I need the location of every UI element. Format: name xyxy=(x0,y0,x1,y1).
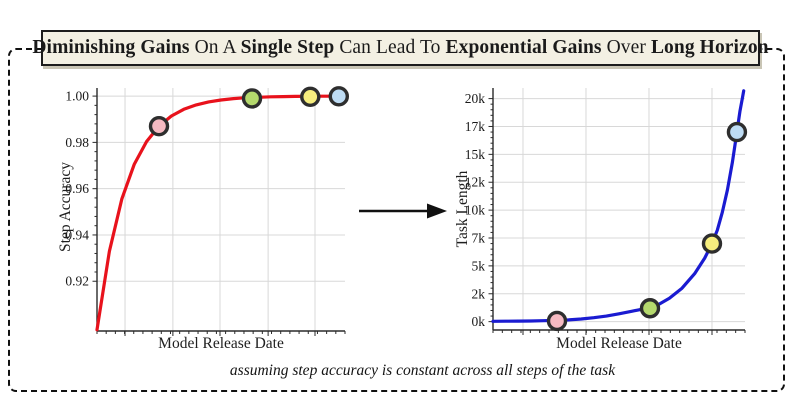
y-tick-label: 10k xyxy=(465,203,486,218)
model-data-point xyxy=(701,233,723,254)
right-y-axis-label: Task Length xyxy=(454,170,471,248)
tick-marks xyxy=(488,98,746,335)
model-data-point xyxy=(639,298,661,319)
title-segment: Exponential Gains xyxy=(445,37,602,58)
model-data-point xyxy=(546,310,568,332)
y-tick-label: 20k xyxy=(465,91,486,106)
left-x-axis-label: Model Release Date xyxy=(158,335,284,352)
y-tick-label: 2k xyxy=(472,286,486,301)
trend-curve xyxy=(95,94,347,332)
y-tick-label: 0.96 xyxy=(65,181,89,196)
figure-caption: assuming step accuracy is constant acros… xyxy=(0,362,793,380)
axes xyxy=(96,88,345,332)
y-tick-label: 17k xyxy=(465,119,486,134)
title-segment: Single Step xyxy=(240,37,335,58)
model-data-point xyxy=(148,115,170,137)
title-segment: Diminishing Gains xyxy=(32,37,190,58)
trend-curve xyxy=(491,89,746,323)
model-data-point xyxy=(300,86,321,107)
title-segment: Long Horizon xyxy=(650,37,769,58)
grid-lines xyxy=(493,88,745,330)
y-tick-label: 0.94 xyxy=(65,227,89,242)
y-tick-label: 7k xyxy=(472,230,486,245)
y-tick-labels: 0.92 0.94 0.96 0.98 1.00 xyxy=(65,89,89,289)
axes xyxy=(492,88,745,331)
y-tick-labels: 0k 2k 5k 7k 10k 12k 15k 17k 20k xyxy=(465,91,486,329)
y-tick-label: 0.98 xyxy=(65,135,89,150)
right-x-axis-label: Model Release Date xyxy=(556,335,682,352)
title-banner: Diminishing Gains On A Single Step Can L… xyxy=(32,30,769,66)
title-segment: On A xyxy=(189,37,241,58)
caption-text: assuming step accuracy is constant acros… xyxy=(229,362,616,379)
step-accuracy-chart: 0.92 0.94 0.96 0.98 1.00 xyxy=(65,86,349,336)
grid-lines xyxy=(97,88,345,331)
model-data-point xyxy=(726,121,748,143)
left-y-axis-label: Step Accuracy xyxy=(57,162,74,252)
model-data-point xyxy=(241,88,263,109)
title-segment: Can Lead To xyxy=(334,37,446,58)
y-tick-label: 1.00 xyxy=(65,89,89,104)
task-length-chart: 0k 2k 5k 7k 10k 12k 15k 17k 20k xyxy=(465,88,748,335)
y-tick-label: 5k xyxy=(472,258,486,273)
right-arrow-icon xyxy=(359,203,447,219)
y-tick-label: 12k xyxy=(465,175,486,190)
y-tick-label: 15k xyxy=(465,147,486,162)
tick-marks xyxy=(92,95,346,336)
title-segment: Over xyxy=(601,37,651,58)
y-tick-label: 0.92 xyxy=(65,274,89,289)
model-data-point xyxy=(328,86,349,107)
y-tick-label: 0k xyxy=(472,314,486,329)
